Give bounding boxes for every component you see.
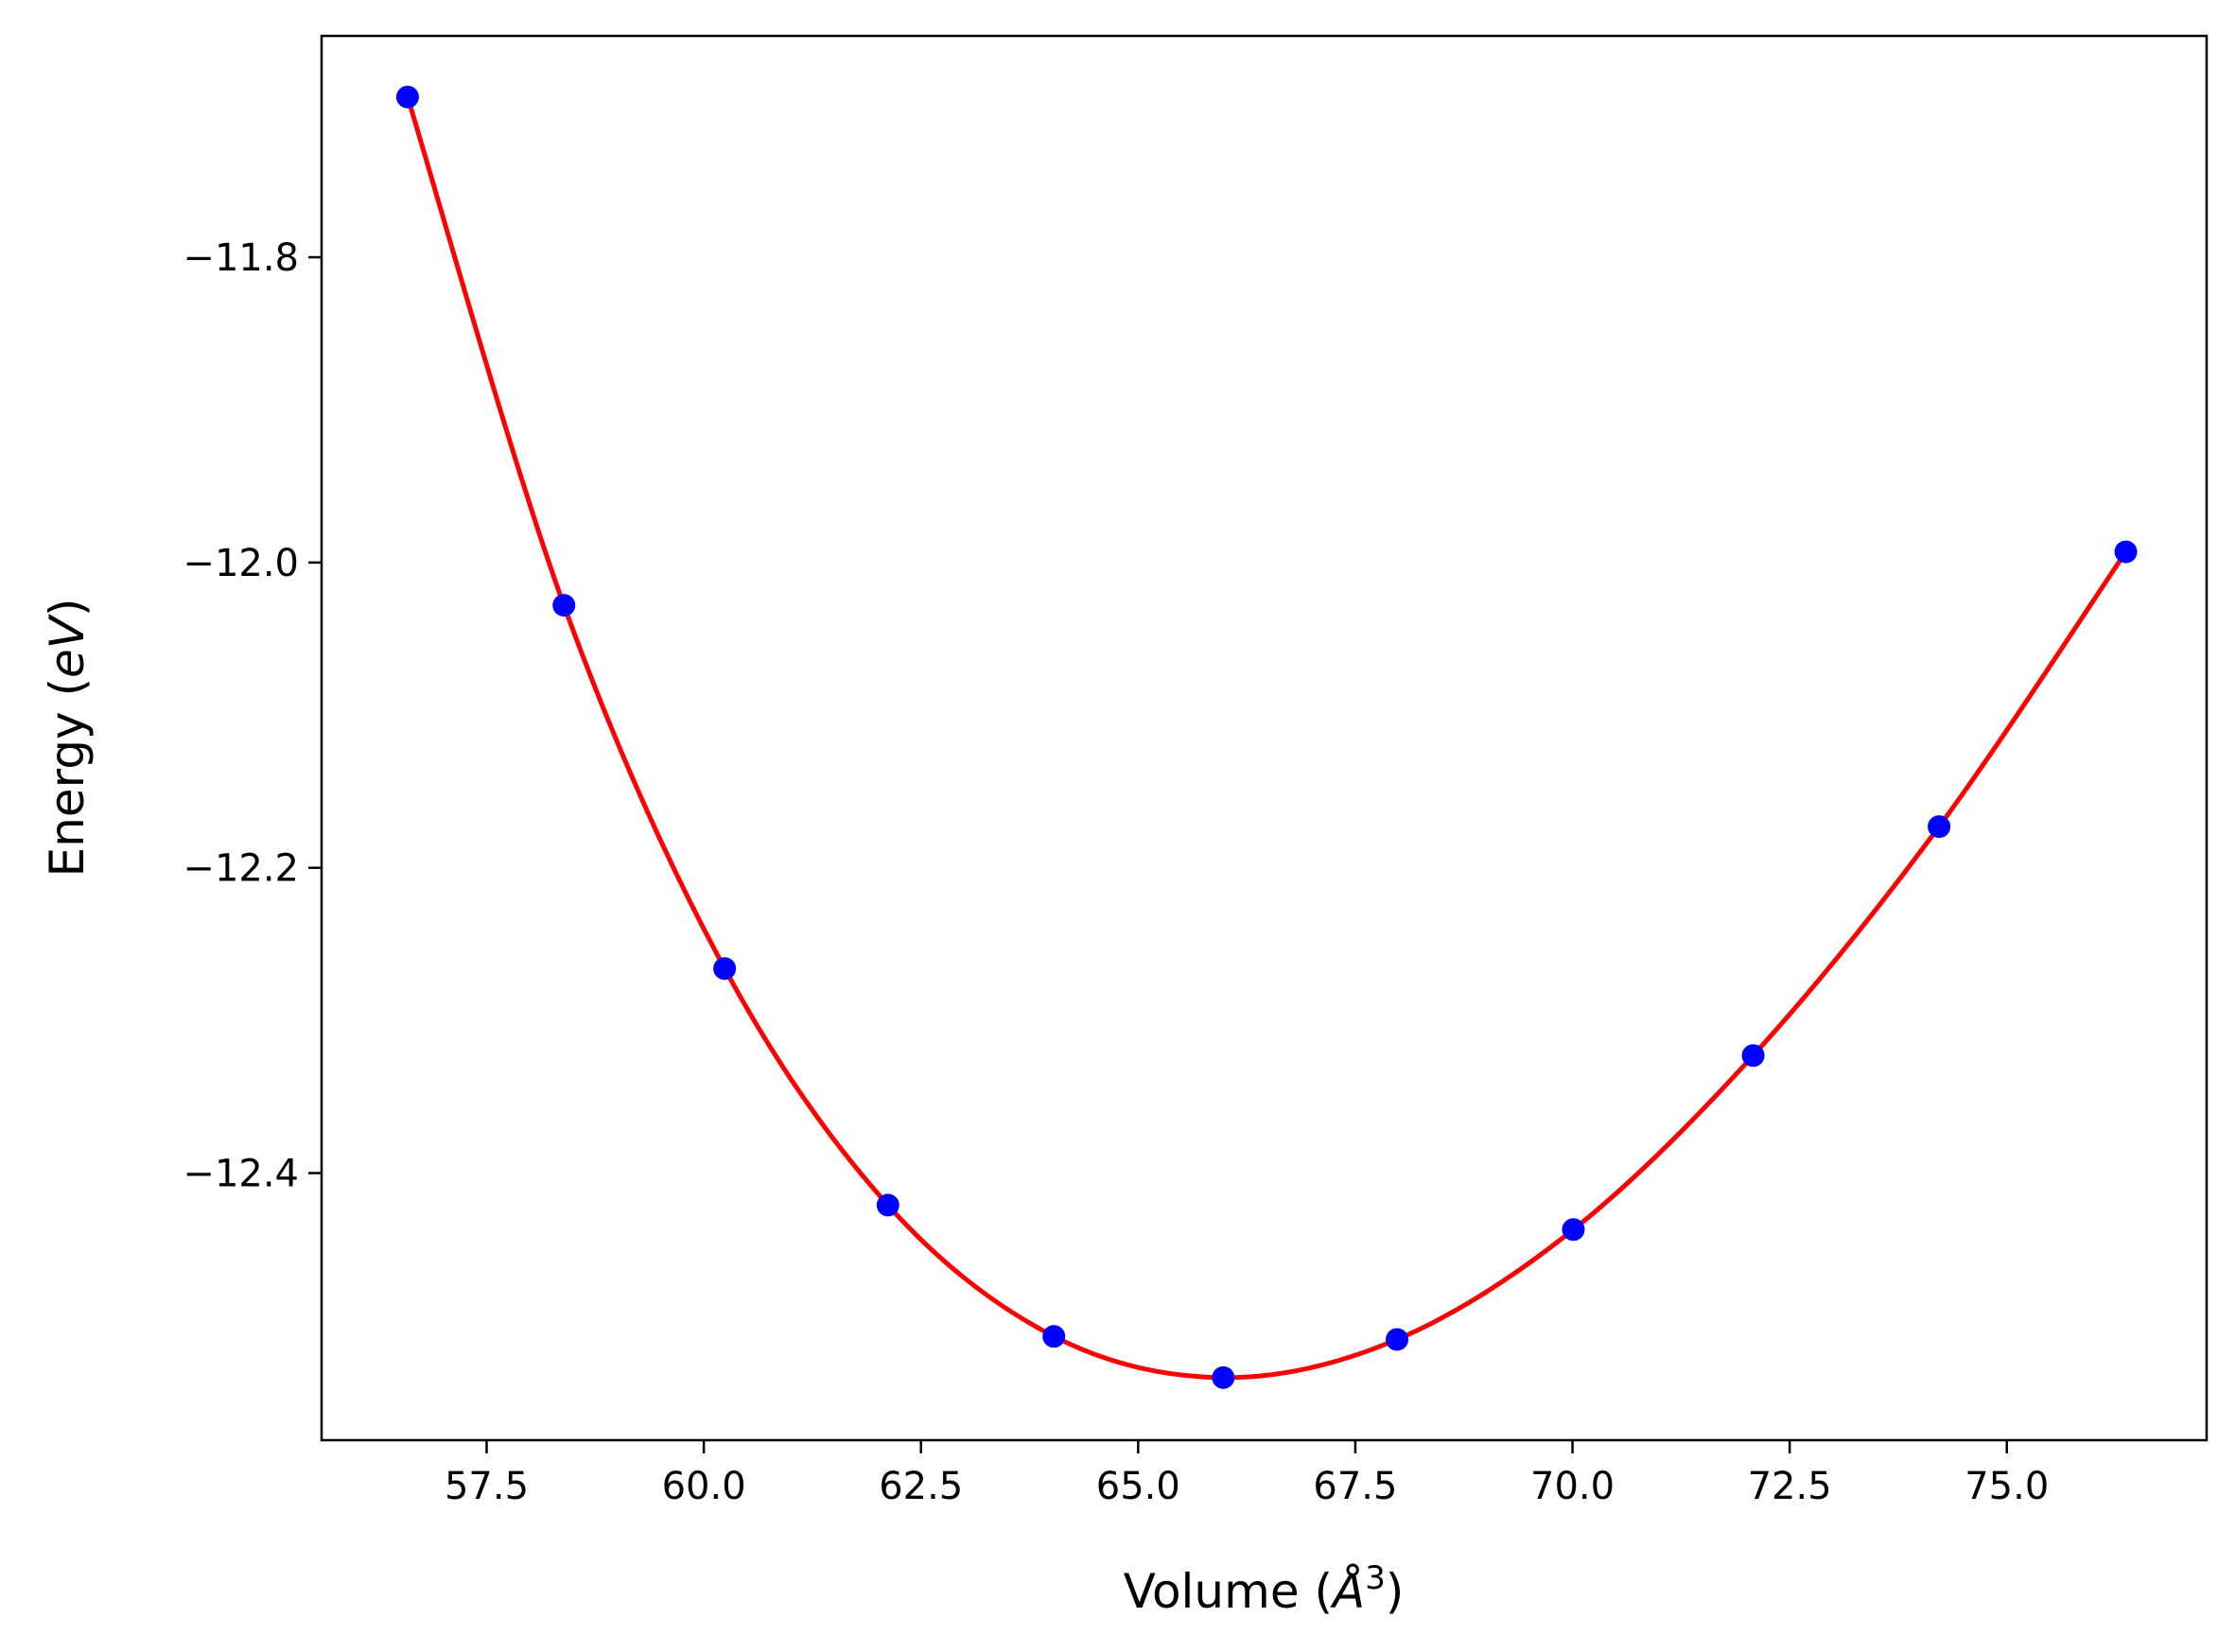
y-tick-label: −12.2 <box>183 847 299 891</box>
x-axis: 57.5 60.0 62.5 65.0 67.5 70.0 72.5 75.0 <box>445 1440 2049 1508</box>
y-tick-label: −12.0 <box>183 542 299 585</box>
y-axis-label: Energy (eV) <box>40 599 95 878</box>
y-axis: −11.8 −12.0 −12.2 −12.4 <box>183 236 322 1196</box>
x-tick-label: 57.5 <box>445 1465 529 1508</box>
data-point <box>1212 1365 1235 1389</box>
x-tick-label: 62.5 <box>879 1465 963 1508</box>
plot-frame <box>320 34 2209 1442</box>
data-point <box>1386 1328 1409 1351</box>
x-tick-label: 70.0 <box>1530 1465 1615 1508</box>
fit-curve <box>405 96 2128 1381</box>
x-tick-label: 72.5 <box>1748 1465 1832 1508</box>
data-point <box>1562 1218 1585 1242</box>
y-tick-label: −11.8 <box>183 236 299 280</box>
data-point <box>876 1193 899 1217</box>
x-tick-label: 67.5 <box>1313 1465 1397 1508</box>
data-point <box>1042 1325 1066 1348</box>
data-point <box>1741 1044 1765 1068</box>
plot-background <box>322 36 2207 1440</box>
data-point <box>713 957 737 981</box>
x-tick-label: 75.0 <box>1964 1465 2049 1508</box>
x-axis-label: Volume (Å3) <box>1124 1559 1405 1619</box>
data-point <box>395 85 419 109</box>
y-tick-label: −12.4 <box>183 1153 299 1196</box>
x-tick-label: 65.0 <box>1096 1465 1180 1508</box>
x-tick-label: 60.0 <box>662 1465 746 1508</box>
data-points <box>395 85 2138 1389</box>
data-point <box>2114 540 2138 564</box>
data-point <box>1928 815 1951 839</box>
data-point <box>552 594 576 617</box>
